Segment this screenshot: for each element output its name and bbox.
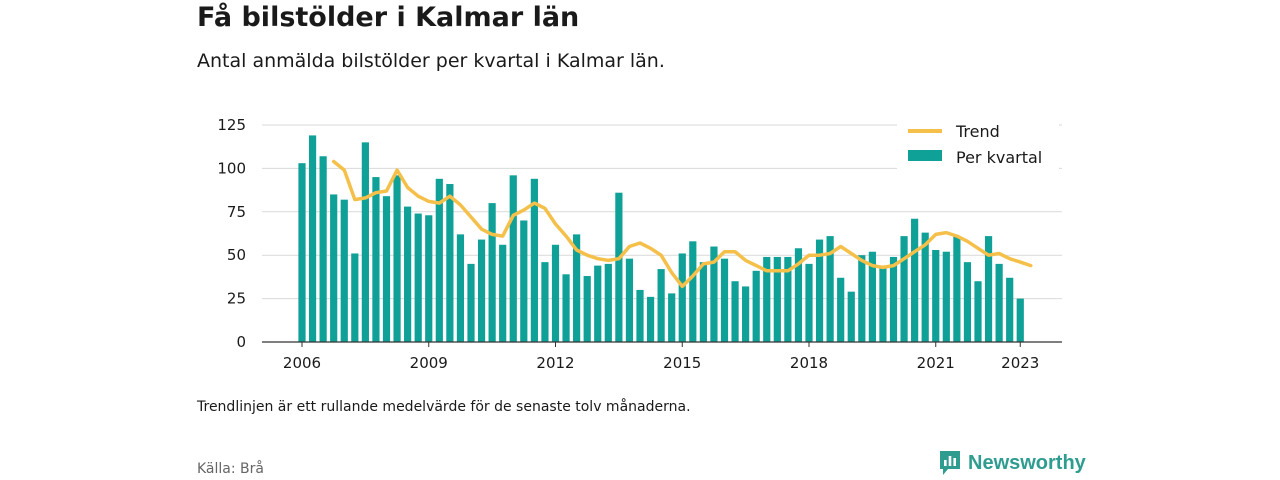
bar xyxy=(530,178,538,342)
y-tick-label: 100 xyxy=(217,159,246,177)
bar xyxy=(340,199,348,342)
bar xyxy=(921,232,929,342)
bar xyxy=(583,276,591,342)
bar xyxy=(404,206,412,342)
brand-name: Newsworthy xyxy=(968,451,1086,474)
bar xyxy=(942,251,950,342)
bar xyxy=(646,296,655,342)
bar xyxy=(953,236,961,342)
bar xyxy=(604,263,612,342)
bar xyxy=(984,236,993,342)
bar xyxy=(974,281,982,342)
y-tick-label: 25 xyxy=(227,290,246,308)
x-axis-ticks: 2006 2009 2012 2015 2018 2021 2023 xyxy=(283,342,1039,372)
bar xyxy=(858,255,866,342)
bar xyxy=(435,178,443,342)
legend-background xyxy=(897,118,1059,174)
bar xyxy=(488,203,496,342)
bar xyxy=(382,196,391,342)
x-tick-label: 2009 xyxy=(410,354,448,372)
bar xyxy=(752,270,760,342)
legend: Trend Per kvartal xyxy=(897,118,1059,174)
bar xyxy=(319,156,327,342)
bar xyxy=(298,163,306,342)
trend-footnote: Trendlinjen är ett rullande medelvärde f… xyxy=(197,399,691,415)
x-tick-label: 2012 xyxy=(536,354,574,372)
bar xyxy=(932,249,940,342)
bar xyxy=(963,262,972,342)
bar xyxy=(1006,277,1014,342)
legend-label-trend: Trend xyxy=(955,122,1000,141)
bar xyxy=(625,258,634,342)
bar xyxy=(699,262,707,342)
bar xyxy=(372,177,380,342)
bar xyxy=(720,258,729,342)
bar xyxy=(710,246,718,342)
chart-title: Få bilstölder i Kalmar län xyxy=(197,2,580,33)
bar xyxy=(826,236,834,342)
x-tick-label: 2023 xyxy=(1001,354,1039,372)
y-tick-label: 125 xyxy=(217,116,246,134)
bar xyxy=(815,239,824,342)
bar xyxy=(889,256,898,342)
bar xyxy=(541,262,549,342)
bar xyxy=(678,253,686,342)
legend-label-per-kvartal: Per kvartal xyxy=(956,148,1042,167)
bar xyxy=(773,256,781,342)
bar xyxy=(308,135,317,342)
bar xyxy=(456,234,465,342)
bar xyxy=(425,215,433,342)
y-tick-label: 0 xyxy=(236,333,246,351)
chart-subtitle: Antal anmälda bilstölder per kvartal i K… xyxy=(197,50,665,72)
bar xyxy=(615,192,623,342)
bar xyxy=(467,263,475,342)
bar xyxy=(763,256,771,342)
x-tick-label: 2021 xyxy=(917,354,955,372)
bar xyxy=(805,263,813,342)
x-tick-label: 2018 xyxy=(790,354,828,372)
bar xyxy=(573,234,581,342)
bar xyxy=(446,184,454,342)
bar xyxy=(636,289,644,342)
bar xyxy=(742,286,750,342)
bar xyxy=(847,291,855,342)
bar xyxy=(520,220,528,342)
bar xyxy=(509,175,517,342)
legend-bar-swatch xyxy=(908,150,942,161)
bar xyxy=(995,263,1003,342)
bar xyxy=(868,251,876,342)
source-label: Källa: Brå xyxy=(197,461,264,477)
bar xyxy=(1016,298,1024,342)
bar xyxy=(911,218,919,342)
y-tick-label: 75 xyxy=(227,203,246,221)
bar xyxy=(499,244,507,342)
bar xyxy=(594,265,602,342)
bar xyxy=(794,248,803,342)
bar xyxy=(657,269,665,342)
bar xyxy=(837,277,845,342)
brand-logo[interactable]: Newsworthy xyxy=(938,449,1086,477)
newsworthy-icon xyxy=(940,451,960,475)
trend-line xyxy=(331,159,1033,289)
bar xyxy=(784,256,792,342)
bar xyxy=(361,142,369,342)
bar xyxy=(562,274,570,342)
bar xyxy=(477,239,486,342)
x-tick-label: 2015 xyxy=(663,354,701,372)
bar xyxy=(351,253,359,342)
bar xyxy=(731,281,739,342)
y-axis-ticks: 0 25 50 75 100 125 xyxy=(217,116,246,351)
bar xyxy=(900,236,908,342)
y-tick-label: 50 xyxy=(227,246,246,264)
bars-group xyxy=(298,135,1024,342)
x-tick-label: 2006 xyxy=(283,354,321,372)
bar xyxy=(879,265,887,342)
bar xyxy=(393,175,401,342)
bar xyxy=(414,213,422,342)
bar xyxy=(330,194,338,342)
bar xyxy=(689,241,697,342)
bar xyxy=(668,293,676,342)
bar xyxy=(551,244,560,342)
